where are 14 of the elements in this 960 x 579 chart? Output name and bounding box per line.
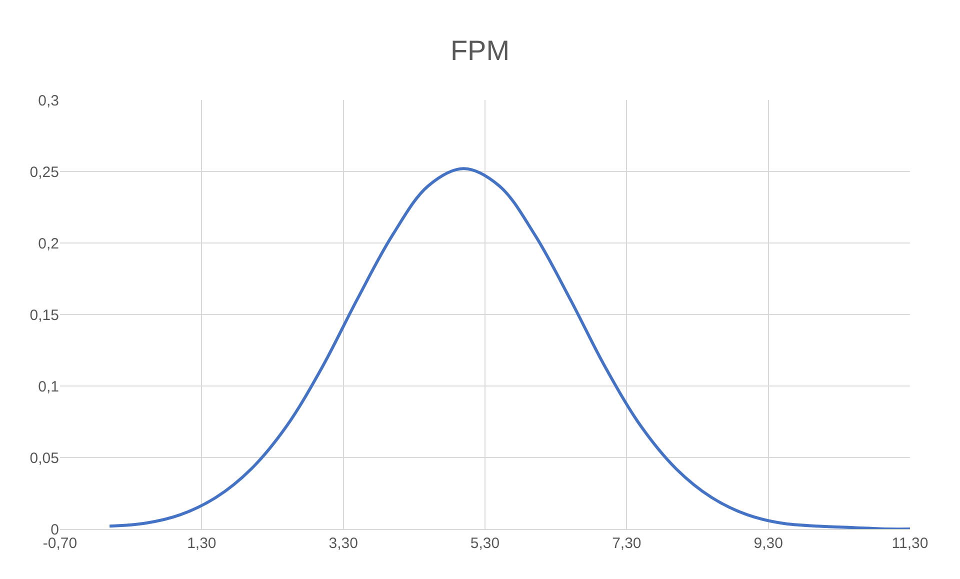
x-tick-label: 3,30 bbox=[328, 535, 358, 552]
y-tick-label: 0,3 bbox=[38, 92, 59, 110]
y-tick-label: 0,15 bbox=[30, 306, 59, 324]
y-tick-label: 0,2 bbox=[38, 235, 59, 252]
y-tick-label: 0,1 bbox=[38, 378, 59, 396]
x-tick-label: 7,30 bbox=[612, 535, 642, 552]
chart-title: FPM bbox=[450, 35, 510, 66]
line-series bbox=[108, 167, 910, 529]
y-tick-label: 0,05 bbox=[30, 450, 59, 467]
x-tick-label: 11,30 bbox=[892, 535, 928, 552]
x-tick-label: 1,30 bbox=[187, 535, 216, 552]
x-tick-label: 9,30 bbox=[754, 535, 783, 552]
x-tick-label: 5,30 bbox=[470, 535, 500, 552]
y-tick-label: 0,25 bbox=[30, 164, 59, 181]
